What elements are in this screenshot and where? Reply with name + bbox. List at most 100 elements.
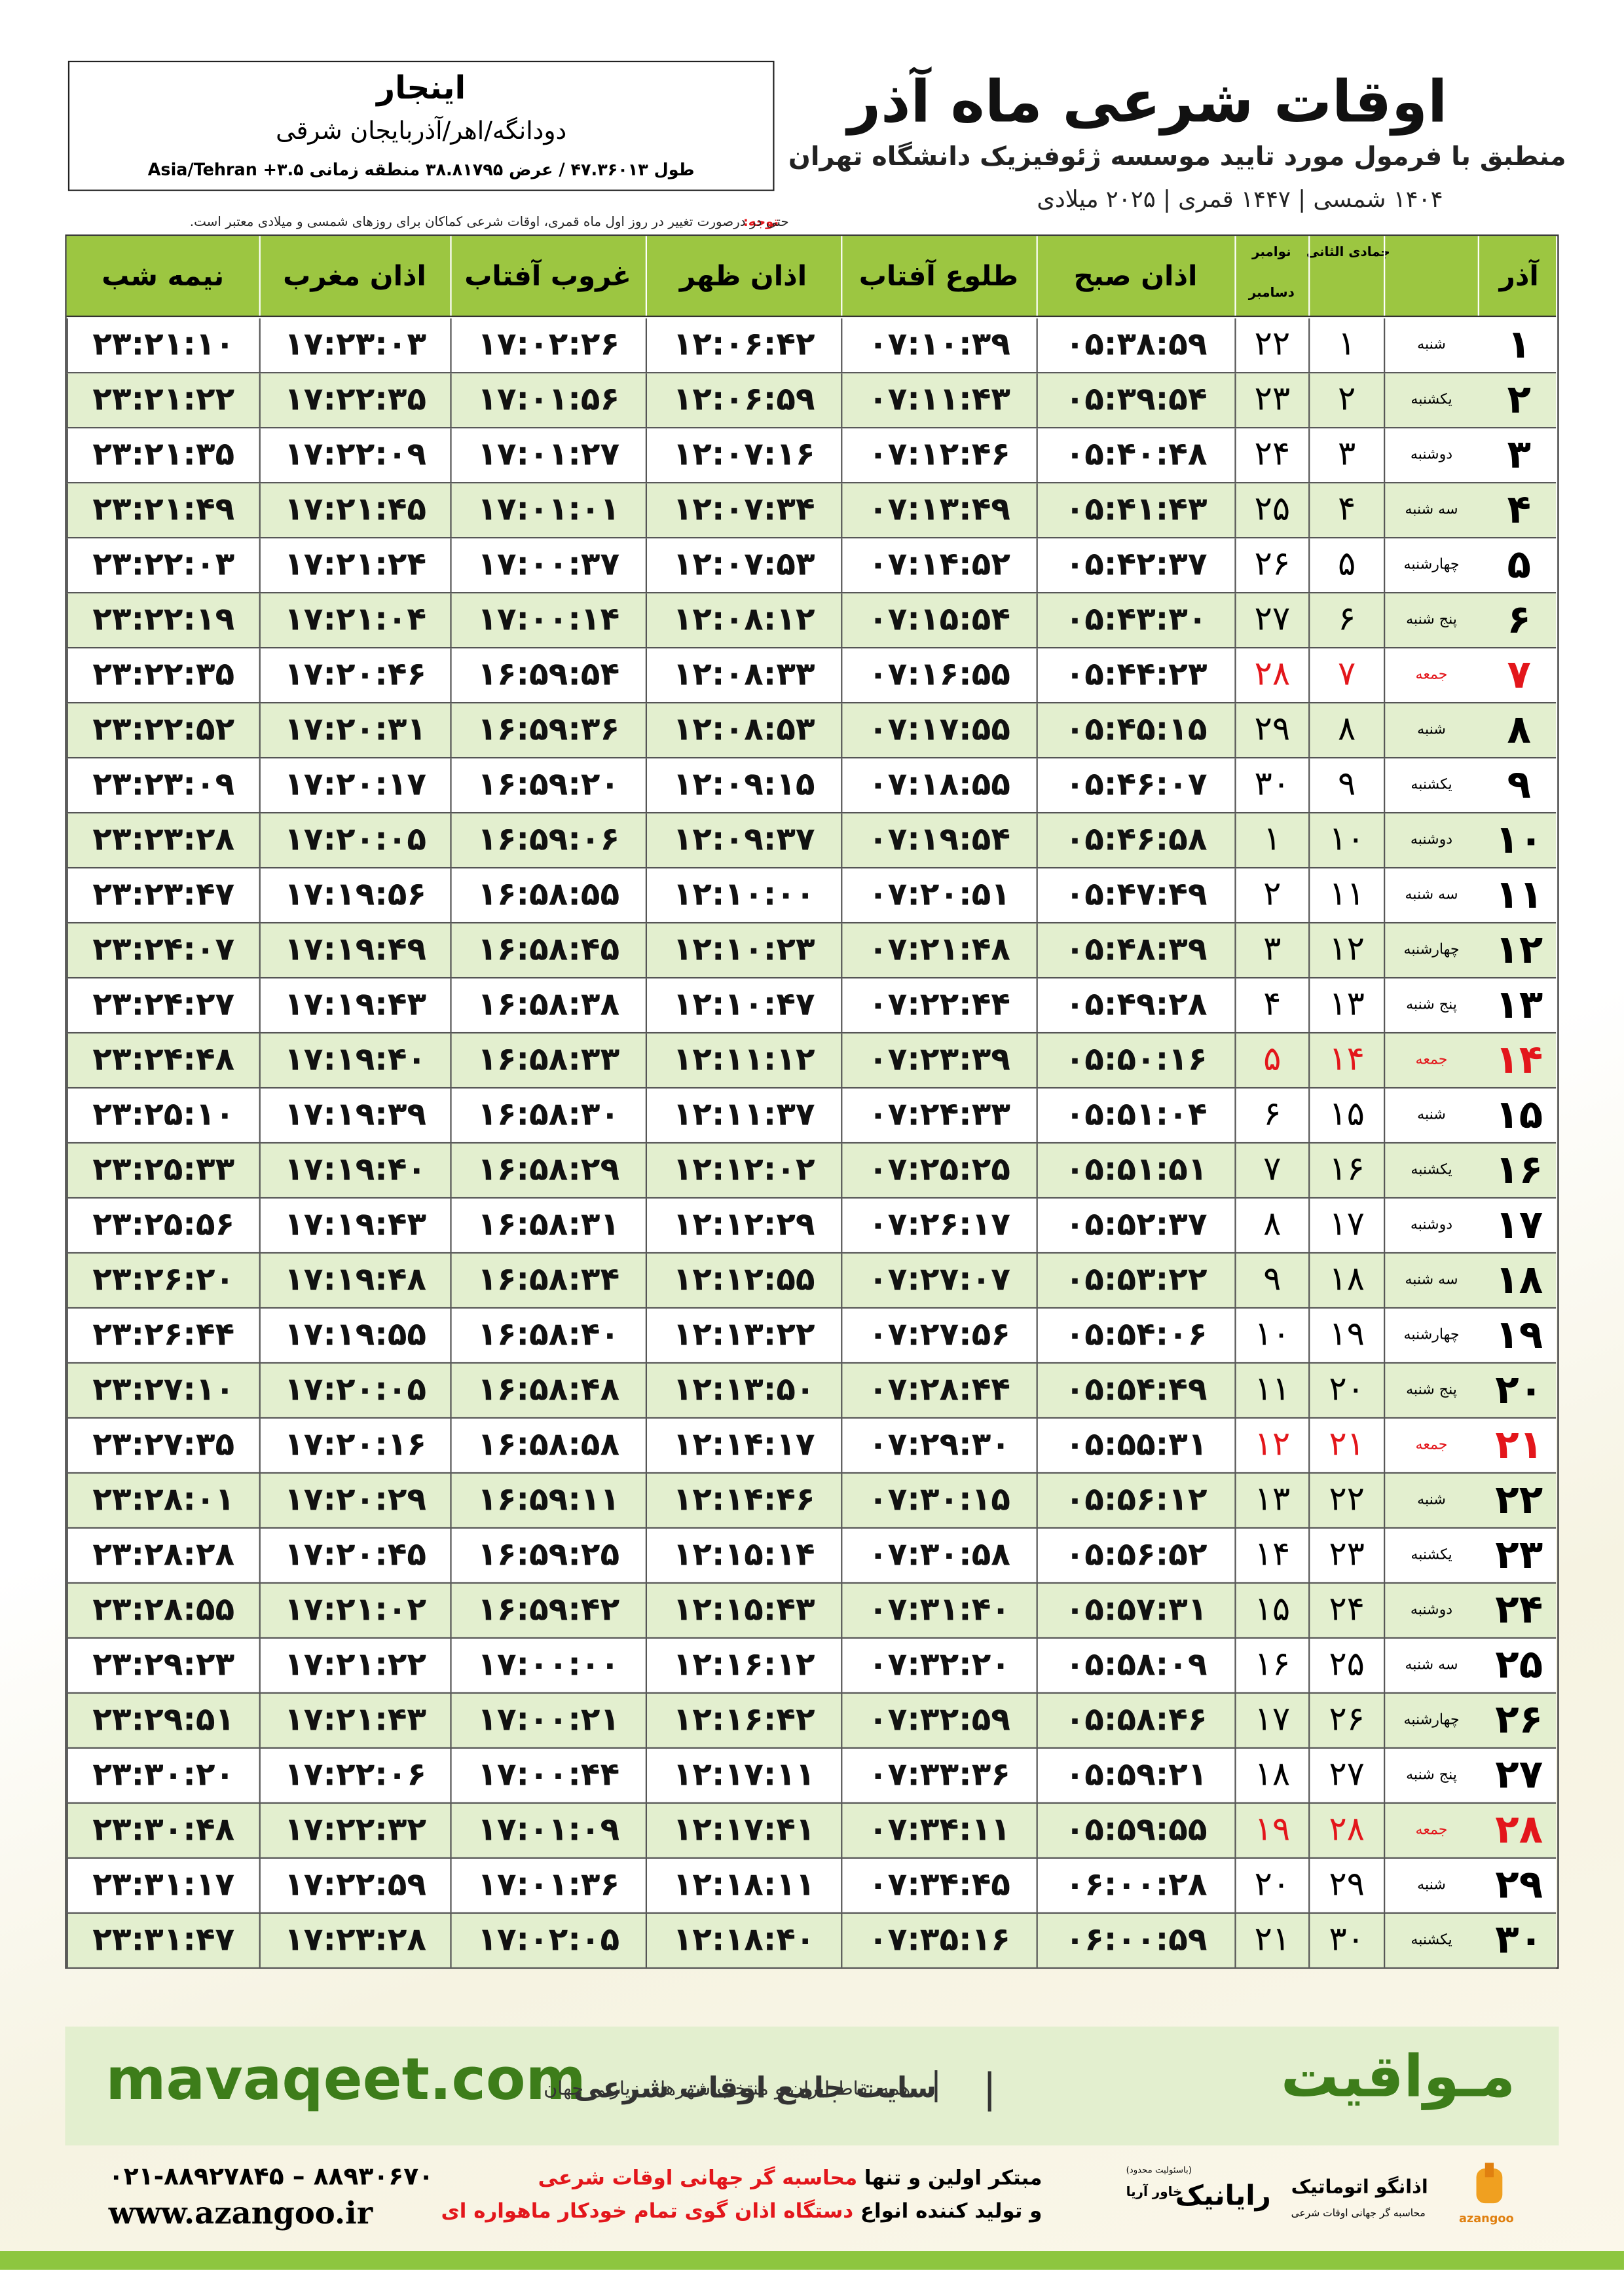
time-cell: ۱۶:۵۸:۳۰ [450,1088,645,1142]
time-cell: ۲۳:۲۶:۲۰ [66,1253,259,1307]
date-cell: ۷ [1234,1143,1308,1197]
date-cell: ۲۶ [1308,1692,1384,1747]
time-cell: ۱۲:۱۵:۱۴ [645,1527,841,1582]
table-row: ۲۱ جمعه ۲۱ ۱۲ ۰۵:۵۵:۳۱ ۰۷:۲۹:۳۰ ۱۲:۱۴:۱۷ ۱۶:۵۸:… [66,1417,1557,1473]
date-cell: ۲۷ [1495,1752,1543,1798]
time-cell: ۱۷:۲۰:۱۶ [259,1417,451,1472]
logo-khavar: خاور آریا [1126,2186,1183,2201]
date-cell: ۲۷ [1308,1747,1384,1802]
banner: mavaqeet.com مـواقیت | سایت جامع اوقات ش… [65,2026,1559,2146]
time-cell: ۰۷:۳۰:۵۸ [841,1527,1036,1582]
time-cell: ۱۲:۱۱:۳۷ [645,1088,841,1142]
time-cell: ۱۲:۱۷:۱۱ [645,1747,841,1802]
date-cell: ۱۳ [1234,1472,1308,1527]
time-cell: ۱۲:۱۲:۵۵ [645,1253,841,1307]
time-cell: ۱۷:۱۹:۴۳ [259,1198,451,1252]
time-cell: ۰۵:۵۸:۴۶ [1036,1692,1235,1747]
time-cell: ۱۲:۱۱:۱۲ [645,1033,841,1087]
date-cell: ۲۳ [1234,373,1308,426]
header-divider [1384,236,1386,316]
time-cell: ۰۷:۲۸:۴۴ [841,1362,1036,1417]
time-cell: ۱۷:۱۹:۴۰ [259,1033,451,1087]
time-cell: ۱۲:۰۷:۳۴ [645,483,841,536]
time-cell: ۱۶:۵۸:۳۴ [450,1253,645,1307]
time-cell: ۰۷:۳۴:۱۱ [841,1802,1036,1857]
time-cell: ۱۷:۱۹:۵۶ [259,868,451,921]
table-row: ۲۷ پنج شنبه ۲۷ ۱۸ ۰۵:۵۹:۲۱ ۰۷:۳۳:۳۶ ۱۲:۱۷:۱۱ ۱۷… [66,1747,1557,1803]
banner-brand: مـواقیت [1280,2043,1516,2111]
date-cell: ۵ [1507,542,1531,587]
table-row: ۱۴ جمعه ۱۴ ۵ ۰۵:۵۰:۱۶ ۰۷:۲۳:۳۹ ۱۲:۱۱:۱۲ ۱۶:۵۸:۳… [66,1033,1557,1088]
date-cell: جمعه [1384,1802,1478,1857]
logo-limited: (باسئولیت محدود) [1126,2165,1192,2176]
time-cell: ۰۵:۵۴:۴۹ [1036,1362,1235,1417]
logo-azangoo-sub: محاسبه گر جهانی اوقات شرعی [1291,2207,1426,2220]
table-header: آذر جمادی الثانی نوامبر دسامبر اذان صبح طلوع … [66,236,1557,318]
date-cell: ۱۹ [1234,1802,1308,1857]
time-cell: ۰۵:۴۳:۳۰ [1036,593,1235,646]
date-cell: دوشنبه [1384,428,1478,481]
date-cell: ۲۶ [1495,1697,1543,1743]
column-header: طلوع آفتاب [858,259,1019,292]
time-cell: ۱۶:۵۸:۲۹ [450,1143,645,1197]
date-cell: ۴ [1234,978,1308,1032]
time-cell: ۱۶:۵۹:۲۵ [450,1527,645,1582]
date-cell: ۲۲ [1495,1477,1543,1523]
date-cell: ۱۳ [1308,978,1384,1032]
separator: | [931,2067,942,2104]
location-coords: طول ۴۷.۳۶۰۱۳ / عرض ۳۸.۸۱۷۹۵ منطقه زمانی … [147,159,695,180]
time-cell: ۱۷:۰۰:۳۷ [450,538,645,591]
header-divider [1477,236,1479,316]
time-cell: ۰۶:۰۰:۲۸ [1036,1857,1235,1912]
tagline-highlight: محاسبه گر جهانی اوقات شرعی [538,2167,858,2191]
date-cell: ۲۹ [1308,1857,1384,1912]
time-cell: ۱۷:۲۱:۴۳ [259,1692,451,1747]
date-cell: ۱۰ [1495,817,1543,863]
time-cell: ۱۷:۰۱:۳۶ [450,1857,645,1912]
date-cell: ۱۳ [1495,982,1543,1028]
time-cell: ۱۷:۰۱:۵۶ [450,373,645,426]
time-cell: ۰۵:۵۶:۵۲ [1036,1527,1235,1582]
time-cell: ۱۲:۱۰:۰۰ [645,868,841,921]
time-cell: ۱۲:۱۳:۲۲ [645,1308,841,1362]
date-cell: ۲۱ [1308,1417,1384,1472]
time-cell: ۲۳:۳۱:۴۷ [66,1912,259,1967]
table-row: ۵ چهارشنبه ۵ ۲۶ ۰۵:۴۲:۳۷ ۰۷:۱۴:۵۲ ۱۲:۰۷:۵۳ ۱۷:۰… [66,538,1557,593]
logo-azangoo: اذانگو اتوماتیک [1291,2177,1428,2199]
date-cell: ۲۲ [1234,318,1308,371]
time-cell: ۰۷:۱۴:۵۲ [841,538,1036,591]
note-text: حتی در درصورت تغییر در روز اول ماه قمری،… [189,215,789,231]
time-cell: ۱۷:۱۹:۵۵ [259,1308,451,1362]
time-cell: ۱۷:۲۰:۲۹ [259,1472,451,1527]
time-cell: ۰۷:۱۲:۴۶ [841,428,1036,481]
date-cell: ۲۰ [1495,1367,1543,1413]
time-cell: ۱۶:۵۸:۴۸ [450,1362,645,1417]
time-cell: ۲۳:۲۳:۲۸ [66,813,259,866]
location-name: اینجار [377,71,466,107]
date-cell: ۲۷ [1234,593,1308,646]
date-cell: ۹ [1234,1253,1308,1307]
date-cell: ۸ [1234,1198,1308,1252]
time-cell: ۲۳:۲۴:۰۷ [66,923,259,977]
date-cell: سه شنبه [1384,483,1478,536]
date-cell: شنبه [1384,318,1478,371]
date-cell: ۱۲ [1234,1417,1308,1472]
header-divider [1234,236,1236,316]
time-cell: ۱۷:۰۰:۱۴ [450,593,645,646]
date-cell: ۸ [1507,707,1531,753]
time-cell: ۰۷:۲۷:۰۷ [841,1253,1036,1307]
date-cell: جمعه [1384,1033,1478,1087]
time-cell: ۰۵:۵۱:۵۱ [1036,1143,1235,1197]
date-cell: ۱۲ [1308,923,1384,977]
bottom-bar [0,2251,1624,2270]
time-cell: ۰۷:۱۹:۵۴ [841,813,1036,866]
time-cell: ۱۷:۲۰:۰۵ [259,813,451,866]
time-cell: ۱۲:۱۶:۴۲ [645,1692,841,1747]
time-cell: ۱۲:۰۶:۴۲ [645,318,841,371]
time-cell: ۱۲:۱۷:۴۱ [645,1802,841,1857]
time-cell: ۰۷:۲۱:۴۸ [841,923,1036,977]
date-cell: ۱ [1308,318,1384,371]
time-cell: ۲۳:۲۱:۴۹ [66,483,259,536]
time-cell: ۰۷:۱۰:۳۹ [841,318,1036,371]
